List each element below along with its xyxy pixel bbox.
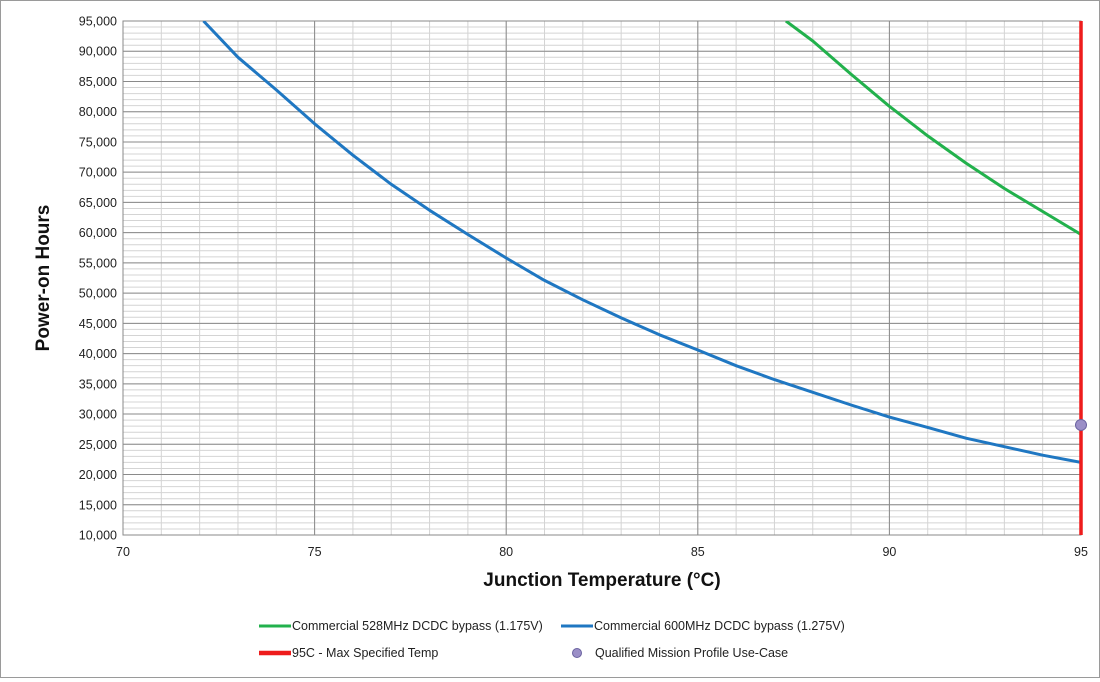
y-tick-label: 85,000 (79, 75, 117, 89)
x-tick-label: 95 (1074, 545, 1088, 559)
y-tick-label: 35,000 (79, 377, 117, 391)
y-tick-labels: 10,000 15,000 20,000 25,000 30,000 35,000 40,0… (79, 15, 117, 543)
x-tick-label: 70 (116, 545, 130, 559)
y-tick-label: 50,000 (79, 287, 117, 301)
legend-item: 95C - Max Specified Temp (259, 646, 438, 660)
x-axis-title: Junction Temperature (°C) (483, 570, 720, 591)
x-tick-label: 85 (691, 545, 705, 559)
legend: Commercial 528MHz DCDC bypass (1.175V) Co… (259, 619, 845, 660)
legend-item: Commercial 600MHz DCDC bypass (1.275V) (561, 619, 845, 633)
legend-label: Commercial 600MHz DCDC bypass (1.275V) (594, 619, 845, 633)
series-line (785, 21, 1081, 236)
y-tick-label: 80,000 (79, 105, 117, 119)
legend-item: Commercial 528MHz DCDC bypass (1.175V) (259, 619, 543, 633)
x-tick-label: 75 (308, 545, 322, 559)
y-tick-label: 20,000 (79, 468, 117, 482)
legend-item: Qualified Mission Profile Use-Case (572, 646, 788, 660)
y-tick-label: 25,000 (79, 438, 117, 452)
y-tick-label: 45,000 (79, 317, 117, 331)
data-point (1075, 418, 1087, 431)
y-tick-label: 15,000 (79, 498, 117, 512)
series-layer (202, 21, 1087, 535)
y-tick-label: 40,000 (79, 347, 117, 361)
y-tick-label: 95,000 (79, 15, 117, 29)
minor-grid (122, 20, 1082, 536)
y-tick-label: 75,000 (79, 135, 117, 149)
y-tick-label: 70,000 (79, 166, 117, 180)
legend-label: 95C - Max Specified Temp (292, 646, 438, 660)
y-tick-label: 10,000 (79, 529, 117, 543)
y-tick-label: 30,000 (79, 408, 117, 422)
x-tick-label: 80 (499, 545, 513, 559)
y-tick-label: 65,000 (79, 196, 117, 210)
x-tick-label: 90 (882, 545, 896, 559)
legend-label: Commercial 528MHz DCDC bypass (1.175V) (292, 619, 543, 633)
y-tick-label: 90,000 (79, 45, 117, 59)
x-tick-labels: 70 75 80 85 90 95 (116, 545, 1088, 559)
y-tick-label: 60,000 (79, 226, 117, 240)
series-line (202, 21, 1081, 464)
legend-label: Qualified Mission Profile Use-Case (595, 646, 788, 660)
major-grid (122, 20, 1082, 536)
plot-area (122, 20, 1082, 536)
y-axis-title: Power-on Hours (33, 205, 54, 352)
y-tick-label: 55,000 (79, 256, 117, 270)
legend-marker (572, 648, 582, 658)
